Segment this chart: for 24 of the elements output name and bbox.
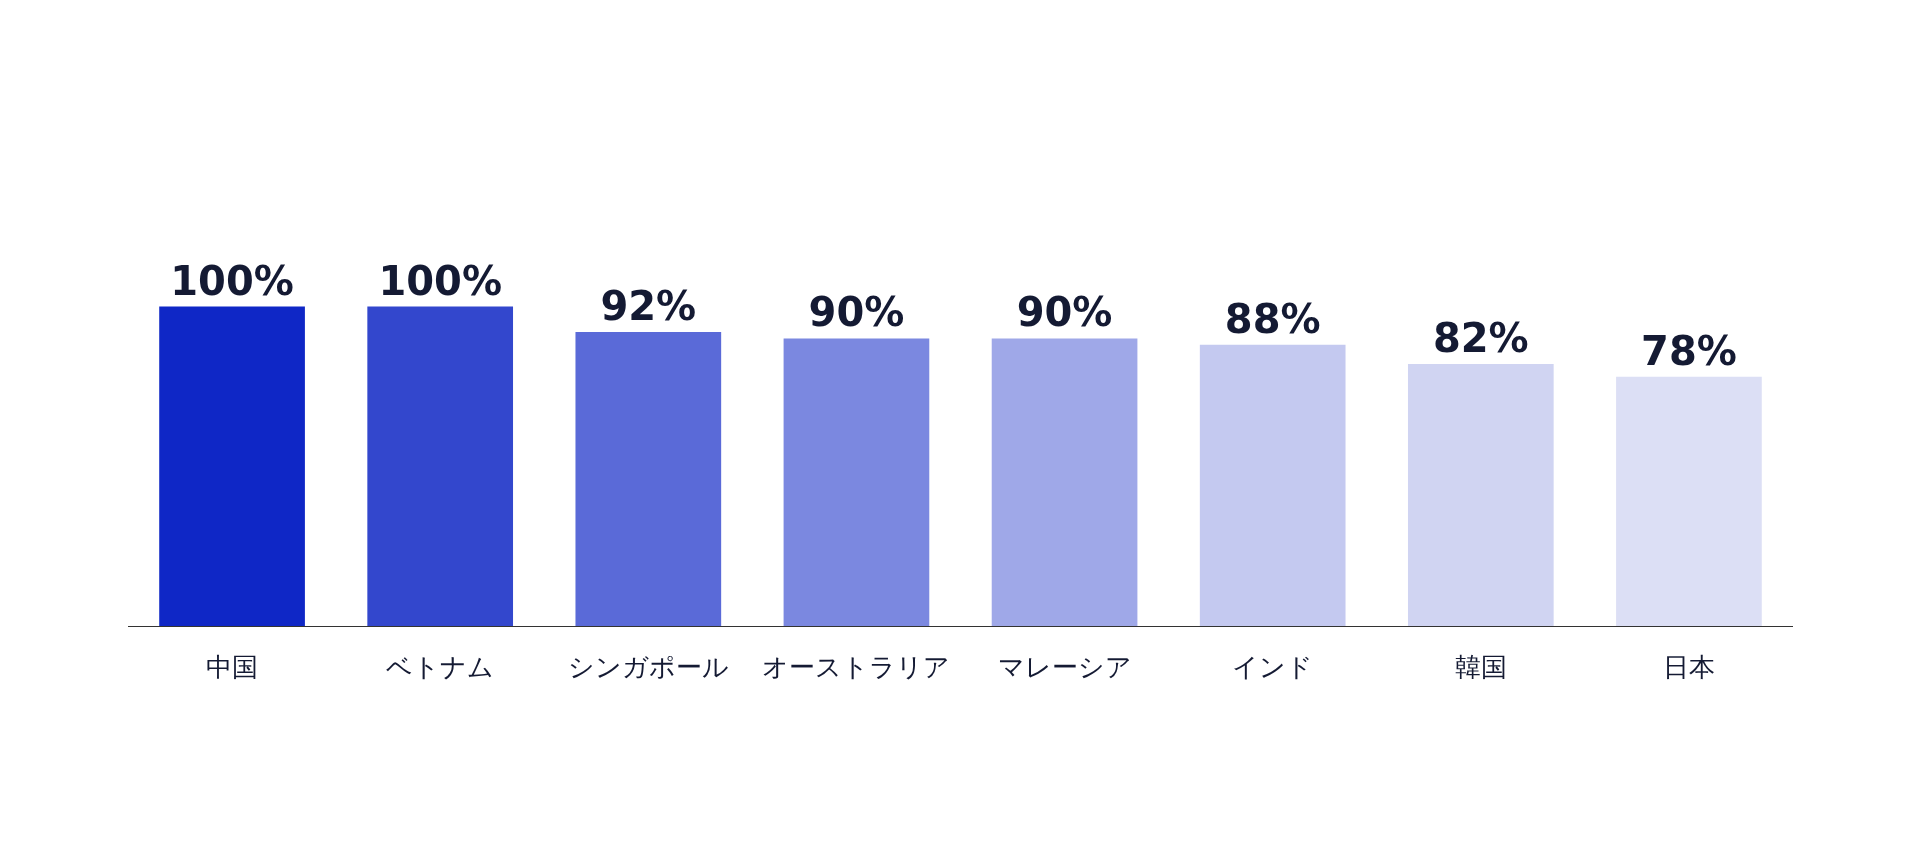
bar xyxy=(991,338,1138,626)
bar xyxy=(1616,376,1762,626)
x-tick-label: 中国 xyxy=(206,652,259,683)
data-label: 90% xyxy=(1016,289,1113,336)
data-label: 78% xyxy=(1641,327,1737,374)
x-tick-label: インド xyxy=(1232,652,1314,683)
data-label: 100% xyxy=(170,257,294,304)
x-tick-label: 日本 xyxy=(1662,652,1715,683)
x-tick-label: オーストラリア xyxy=(762,652,951,683)
x-tick-label: マレーシア xyxy=(997,652,1132,683)
data-label: 82% xyxy=(1432,315,1529,362)
x-tick-label: シンガポール xyxy=(567,652,729,683)
bar xyxy=(367,306,514,626)
bar xyxy=(159,306,305,626)
data-label: 100% xyxy=(378,257,502,304)
x-tick-label: 韓国 xyxy=(1454,652,1507,683)
bar xyxy=(1407,364,1554,626)
bar xyxy=(1199,344,1346,626)
data-label: 88% xyxy=(1224,295,1321,342)
data-label: 92% xyxy=(600,283,697,330)
data-label: 90% xyxy=(808,289,905,336)
x-tick-label: ベトナム xyxy=(386,652,495,683)
bar xyxy=(783,338,930,626)
bar xyxy=(575,332,722,626)
